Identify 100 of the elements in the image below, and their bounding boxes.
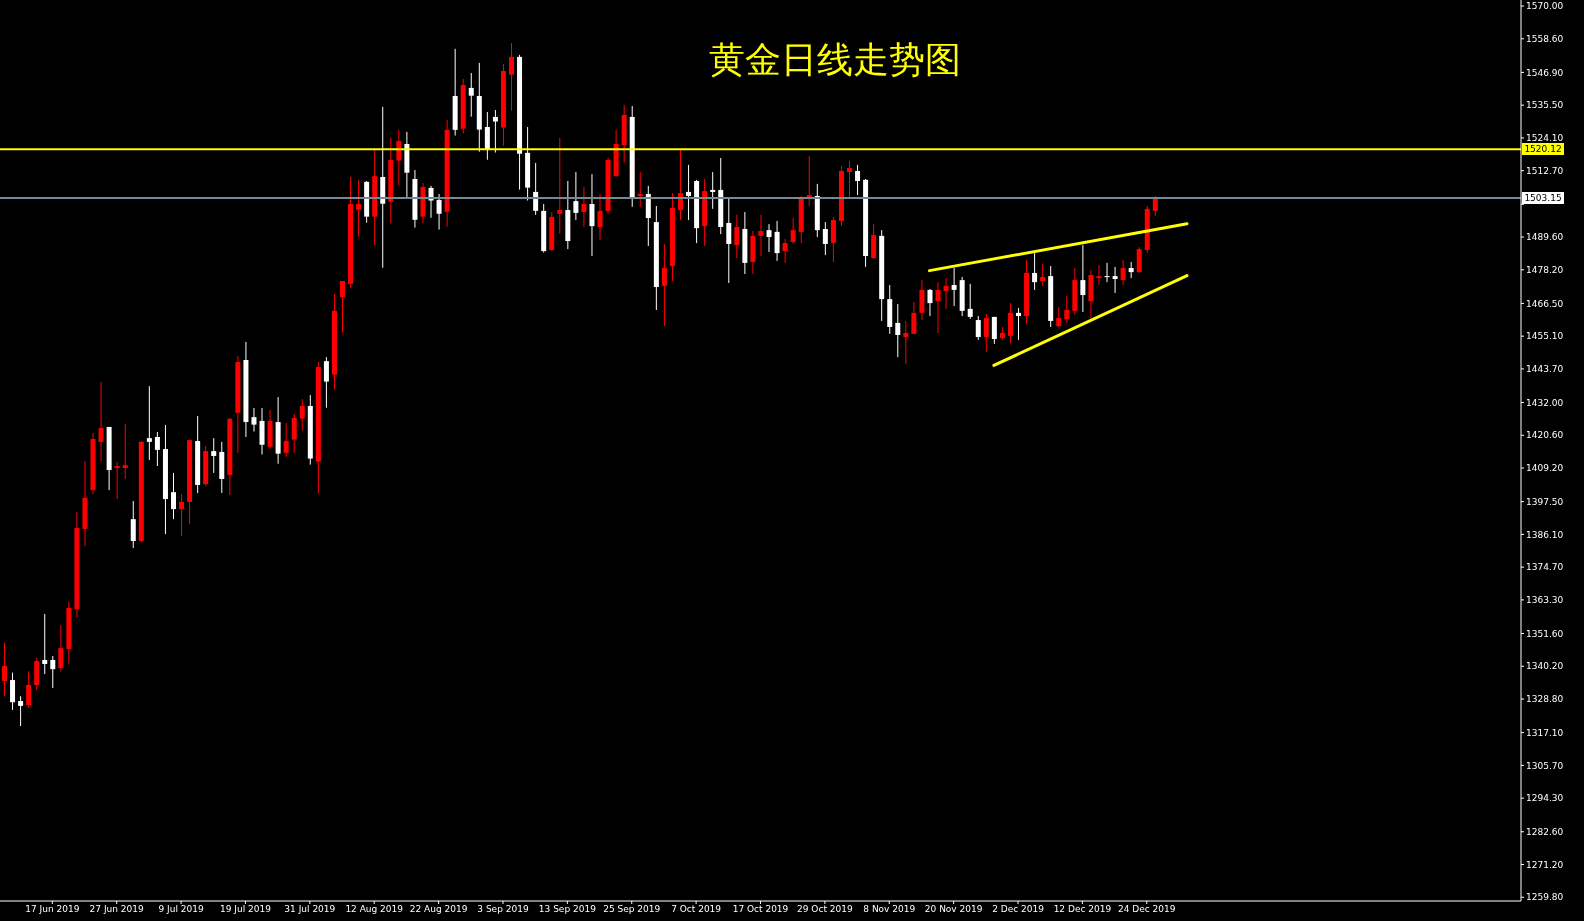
y-tick-label: 1340.20 [1526, 661, 1564, 672]
x-tick-label: 29 Oct 2019 [797, 904, 853, 915]
candlestick [436, 193, 442, 231]
candlestick [1112, 266, 1118, 294]
candlestick [2, 642, 7, 697]
y-tick-label: 1489.60 [1526, 232, 1564, 243]
candlestick [581, 186, 587, 228]
candlestick [710, 171, 716, 210]
candlestick [774, 220, 780, 262]
candlestick [1152, 195, 1158, 217]
x-tick-label: 22 Aug 2019 [409, 904, 468, 915]
candlestick [509, 42, 514, 112]
candlestick [171, 472, 176, 520]
x-tick-label: 19 Jul 2019 [219, 904, 272, 915]
candlestick [871, 223, 877, 260]
candlestick [10, 672, 16, 711]
ref-line-label: 1503.15 [1522, 192, 1564, 205]
ref-line-label: 1520.12 [1522, 143, 1564, 156]
candlestick [830, 216, 836, 263]
candlestick [758, 214, 764, 257]
candlestick [211, 437, 217, 474]
candlestick [492, 109, 498, 154]
candlestick [1096, 264, 1102, 286]
x-tick-label: 12 Dec 2019 [1053, 904, 1112, 915]
x-tick-label: 25 Sep 2019 [603, 904, 661, 915]
y-tick-label: 1478.20 [1526, 264, 1564, 275]
candlestick [468, 72, 474, 118]
y-tick-label: 1259.80 [1526, 892, 1564, 903]
candlestick [1080, 244, 1086, 313]
y-tick-label: 1443.70 [1526, 364, 1564, 375]
y-tick-label: 1432.00 [1526, 397, 1564, 408]
y-tick-label: 1351.60 [1526, 628, 1564, 639]
y-tick-label: 1386.10 [1526, 529, 1564, 540]
x-tick-label: 24 Dec 2019 [1118, 904, 1176, 915]
candlestick [855, 164, 861, 196]
candlestick [130, 500, 136, 549]
candlestick [790, 217, 796, 245]
candlestick [766, 223, 772, 253]
y-tick-label: 1535.50 [1526, 100, 1564, 111]
candlestick [943, 277, 949, 310]
x-tick-label: 2 Dec 2019 [992, 904, 1045, 915]
y-tick-label: 1271.20 [1526, 859, 1564, 870]
candlestick [903, 320, 909, 365]
candlestick [1104, 262, 1110, 283]
candlestick [146, 385, 152, 461]
candlestick [983, 313, 989, 353]
candlestick [589, 173, 595, 257]
y-tick-label: 1409.20 [1526, 463, 1564, 474]
candlestick [967, 283, 973, 320]
x-tick-label: 17 Jun 2019 [25, 904, 80, 915]
candlestick [340, 280, 345, 334]
candlestick [299, 398, 305, 432]
text: 黄金日线走势图 [708, 38, 962, 82]
y-tick-label: 1397.50 [1526, 496, 1564, 507]
candlestick [726, 197, 732, 284]
candlestick [283, 422, 289, 458]
y-tick-label: 1317.10 [1526, 727, 1564, 738]
candlestick [98, 381, 104, 462]
candlestick [1032, 252, 1038, 291]
x-tick-label: 12 Aug 2019 [345, 904, 404, 915]
candlestick [1016, 307, 1021, 341]
candlestick [484, 111, 490, 161]
candlestick [1120, 259, 1126, 286]
x-tick-label: 31 Jul 2019 [284, 904, 336, 915]
y-tick-label: 1466.50 [1526, 298, 1564, 309]
candlestick [259, 407, 265, 456]
x-tick-label: 13 Sep 2019 [538, 904, 597, 915]
candlestick [291, 413, 297, 454]
candlestick [975, 315, 981, 341]
y-tick-label: 1363.30 [1526, 595, 1564, 606]
y-tick-label: 1374.70 [1526, 562, 1564, 573]
candlestick [597, 193, 603, 241]
candlestick [734, 214, 740, 259]
candlestick [50, 655, 56, 689]
candlestick [26, 670, 32, 709]
candlestick [58, 624, 64, 673]
candlestick [323, 356, 329, 409]
candlestick [661, 243, 667, 327]
candlestick [686, 164, 692, 221]
y-tick-label: 1524.10 [1526, 133, 1564, 144]
candlestick [847, 160, 852, 200]
x-tick-label: 17 Oct 2019 [732, 904, 789, 915]
candlestick [927, 288, 933, 317]
y-tick-label: 1455.10 [1526, 331, 1564, 342]
candlestick [782, 238, 788, 264]
x-tick-label: 9 Jul 2019 [158, 904, 204, 915]
y-tick-label: 1512.70 [1526, 165, 1564, 176]
y-tick-label: 1328.80 [1526, 694, 1564, 705]
candlestick [895, 303, 901, 358]
x-tick-label: 20 Nov 2019 [924, 904, 983, 915]
y-tick-label: 1282.60 [1526, 826, 1564, 837]
candlestick [114, 461, 120, 500]
candlestick [573, 171, 579, 221]
candlestick [251, 407, 257, 433]
candlestick [34, 657, 40, 691]
candlestick [179, 493, 185, 537]
y-tick-label: 1420.60 [1526, 430, 1564, 441]
candlestick [42, 613, 48, 675]
candlestick [1056, 306, 1062, 328]
candlestick [18, 695, 24, 727]
